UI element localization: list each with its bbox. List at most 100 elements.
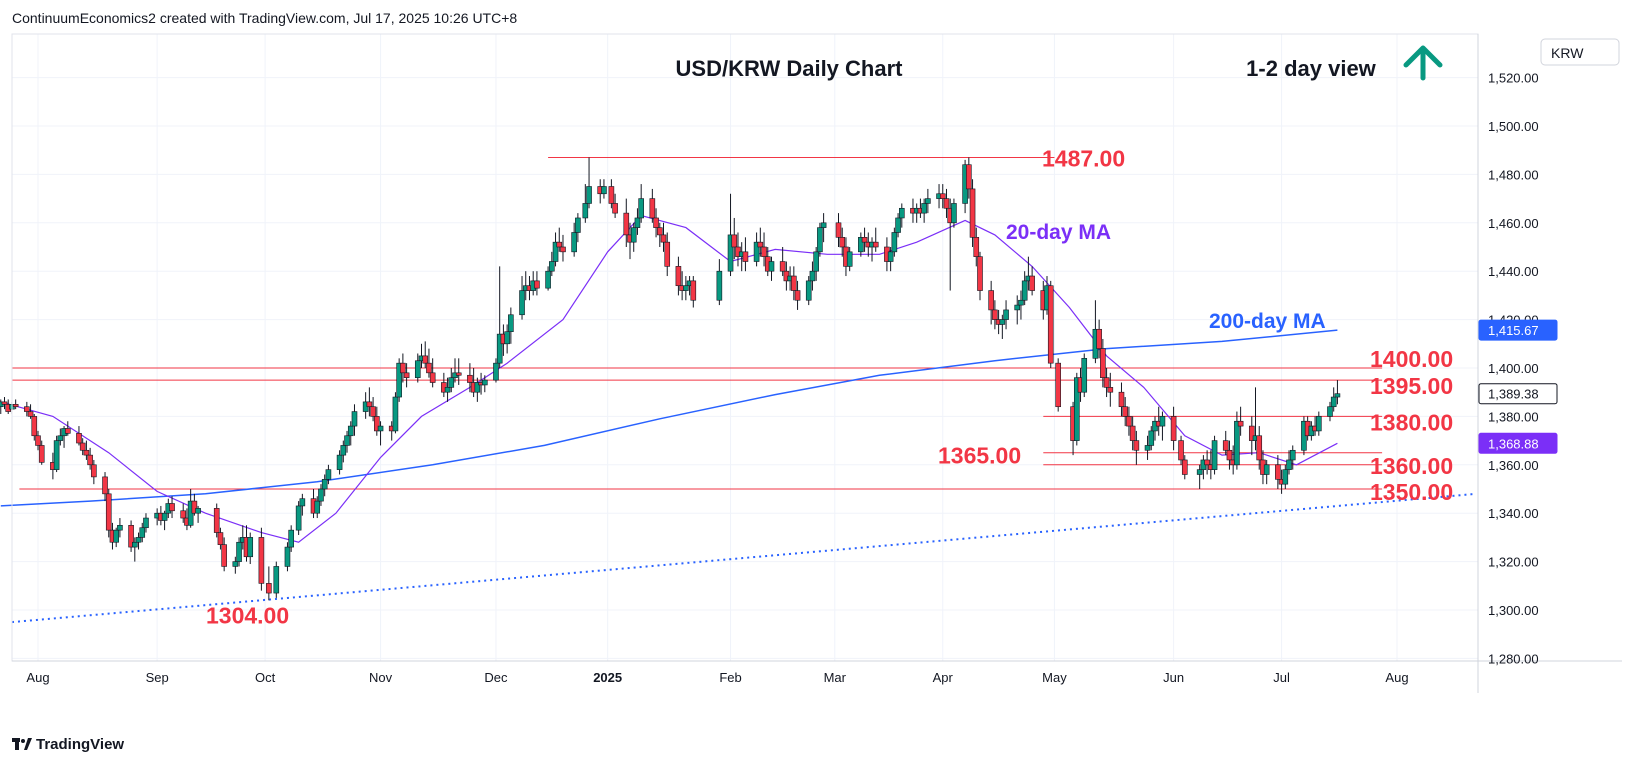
candle: [556, 227, 563, 252]
candle-body: [53, 440, 60, 470]
candle: [53, 435, 60, 473]
candle-body: [236, 541, 242, 562]
candle: [504, 324, 510, 354]
candle-body: [64, 428, 71, 434]
candle: [809, 261, 816, 291]
candle-body: [38, 445, 45, 463]
candle: [753, 232, 760, 267]
candle-body: [556, 241, 563, 248]
chart-credit: ContinuumEconomics2 created with Trading…: [12, 10, 518, 26]
candle: [1100, 338, 1106, 388]
currency-label-box[interactable]: KRW: [1540, 38, 1620, 66]
candle-body: [27, 411, 34, 417]
candle: [805, 276, 812, 306]
price-tick-label: 1,500.00: [1488, 119, 1539, 134]
candle-body: [299, 498, 306, 507]
candle-body: [805, 280, 812, 301]
candle: [139, 522, 146, 543]
candle-body: [318, 488, 324, 502]
candle-body: [493, 362, 499, 381]
candle: [1118, 382, 1125, 417]
candle-body: [921, 203, 927, 214]
candle-body: [582, 203, 589, 219]
candle: [1282, 464, 1289, 489]
candle: [846, 247, 853, 272]
candle: [1286, 450, 1292, 475]
candle: [638, 184, 644, 223]
candle-body: [467, 374, 473, 383]
candle: [820, 213, 827, 243]
candle: [236, 537, 242, 567]
candle: [887, 247, 894, 272]
candle: [374, 406, 380, 436]
tradingview-logo[interactable]: TradingView: [12, 736, 124, 753]
candle: [247, 532, 254, 565]
candle: [1289, 445, 1296, 470]
candle-body: [545, 270, 551, 289]
candle: [128, 520, 134, 552]
candle-body: [377, 425, 384, 432]
candle-body: [552, 241, 559, 262]
candle: [899, 203, 905, 228]
candle: [340, 440, 347, 463]
candle-body: [1129, 425, 1136, 441]
candle-body: [496, 333, 503, 364]
candle-body: [571, 232, 577, 253]
candle: [1126, 406, 1132, 436]
candle-body: [117, 524, 123, 531]
candle: [448, 368, 455, 393]
arrow-up-icon: [1403, 45, 1443, 81]
candle-body: [1047, 285, 1054, 364]
candle-body: [344, 435, 350, 446]
candle-body: [213, 508, 220, 533]
candle: [571, 222, 577, 257]
candle-body: [973, 237, 980, 257]
candle-body: [664, 241, 671, 267]
price-tick-label: 1,280.00: [1488, 651, 1539, 666]
candle-body: [1144, 445, 1151, 451]
candle: [1073, 372, 1080, 446]
candle-body: [601, 186, 607, 195]
candle-body: [1286, 459, 1292, 470]
candle-body: [623, 212, 630, 236]
candle-body: [370, 406, 376, 417]
candle: [76, 426, 82, 446]
candle-body: [1204, 459, 1210, 466]
candle-body: [444, 387, 451, 393]
candle: [414, 353, 421, 383]
candle: [1234, 411, 1240, 470]
candle: [761, 232, 767, 267]
candle: [1237, 406, 1244, 436]
candle-body: [105, 493, 112, 531]
candle-body: [508, 314, 514, 333]
candle-body: [113, 529, 119, 543]
candle: [441, 372, 447, 398]
candle: [1133, 430, 1140, 465]
candle: [768, 256, 775, 281]
candle: [325, 464, 332, 485]
candle-body: [258, 537, 265, 584]
candle: [969, 179, 976, 247]
candle: [38, 440, 45, 465]
candle: [1170, 406, 1177, 451]
candle: [817, 222, 823, 257]
price-tick-label: 1,360.00: [1488, 458, 1539, 473]
price-badge: [1478, 319, 1558, 341]
candle-body: [534, 280, 540, 289]
candle: [552, 232, 559, 267]
candle: [1014, 295, 1021, 325]
candle: [232, 556, 239, 574]
candle-body: [132, 541, 138, 548]
candle-body: [35, 435, 41, 446]
candle: [1107, 372, 1114, 407]
candle-body: [1196, 469, 1203, 475]
candle: [582, 184, 589, 223]
ma200-line: [0, 329, 1338, 507]
candle: [534, 271, 540, 296]
candle: [1316, 411, 1322, 436]
candle-body: [1256, 435, 1263, 461]
candle: [1122, 397, 1128, 427]
candle-body: [91, 464, 97, 478]
time-tick-label: Feb: [719, 670, 741, 685]
